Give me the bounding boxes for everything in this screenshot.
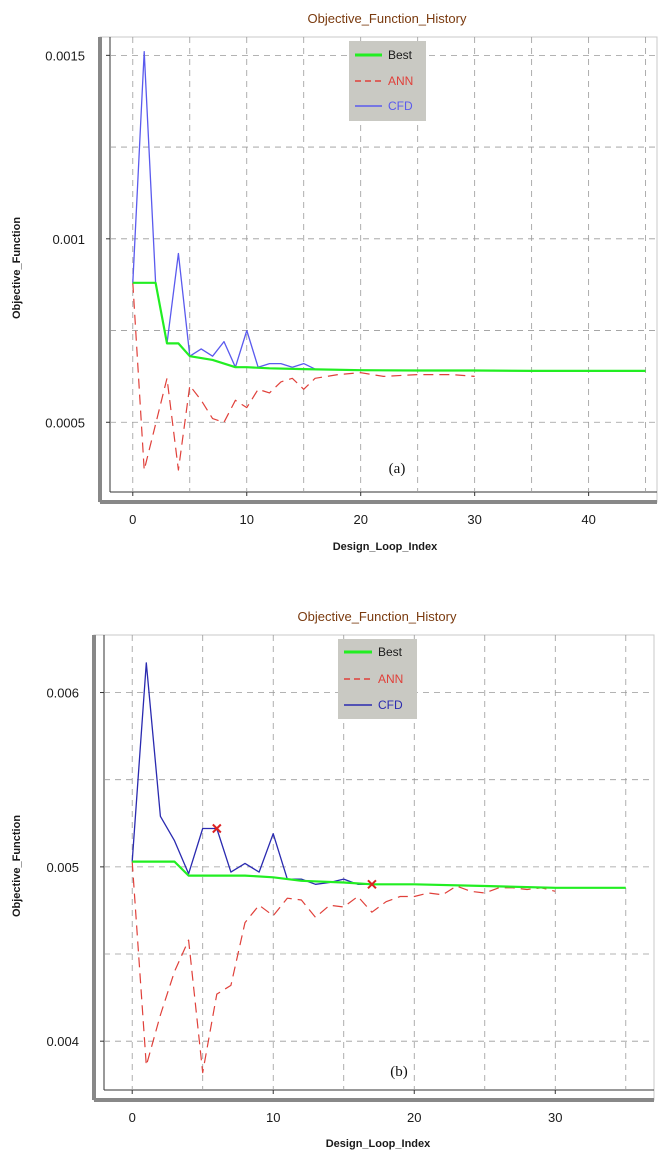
x-tick-label: 40	[581, 512, 595, 527]
legend-label-ann: ANN	[378, 672, 403, 686]
legend-label-best: Best	[378, 645, 403, 659]
marker-x	[212, 823, 222, 834]
chart-b: Objective_Function_History 0.0040.0050.0…	[11, 609, 655, 1150]
chart-a-legend: Best ANN CFD	[349, 41, 426, 121]
chart-a: Objective_Function_History 0.00050.0010.…	[11, 11, 658, 553]
chart-b-legend: Best ANN CFD	[338, 639, 417, 719]
chart-b-grid	[104, 635, 654, 1090]
x-tick-label: 20	[353, 512, 367, 527]
chart-b-xlabel: Design_Loop_Index	[326, 1138, 431, 1150]
y-tick-label: 0.0015	[45, 48, 85, 63]
chart-b-panel-label: (b)	[390, 1064, 408, 1080]
x-tick-label: 0	[129, 512, 136, 527]
chart-b-ylabel: Objective_Function	[11, 815, 23, 917]
marker-x	[367, 879, 377, 889]
series-line-best	[132, 281, 646, 372]
chart-a-grid	[110, 37, 657, 492]
chart-b-x-axis: 0 10 20 30	[129, 1090, 563, 1125]
legend-label-best: Best	[388, 48, 413, 62]
y-tick-label: 0.006	[46, 686, 79, 701]
x-tick-label: 30	[548, 1110, 562, 1125]
chart-a-xlabel: Design_Loop_Index	[333, 541, 438, 553]
series-line-best	[132, 860, 626, 889]
y-tick-label: 0.004	[46, 1034, 79, 1049]
x-tick-label: 10	[266, 1110, 280, 1125]
legend-label-cfd: CFD	[388, 99, 413, 113]
y-tick-label: 0.0005	[45, 415, 85, 430]
y-tick-label: 0.005	[46, 860, 79, 875]
chart-a-x-axis: 0 10 20 30 40	[129, 492, 596, 527]
chart-a-y-axis: 0.0005 0.001 0.0015	[45, 48, 110, 430]
chart-a-ylabel: Objective_Function	[11, 217, 23, 319]
series-line-ann	[132, 282, 475, 471]
x-tick-label: 10	[240, 512, 254, 527]
x-tick-label: 0	[129, 1110, 136, 1125]
legend-label-ann: ANN	[388, 74, 413, 88]
chart-b-y-axis: 0.004 0.005 0.006	[46, 686, 104, 1049]
chart-a-series	[132, 51, 646, 471]
chart-a-title: Objective_Function_History	[308, 11, 467, 26]
y-tick-label: 0.001	[52, 232, 85, 247]
x-tick-label: 30	[467, 512, 481, 527]
chart-b-series	[131, 662, 626, 1074]
chart-b-title: Objective_Function_History	[298, 609, 457, 624]
series-line-ann	[131, 861, 556, 1074]
x-tick-label: 20	[407, 1110, 421, 1125]
legend-label-cfd: CFD	[378, 698, 403, 712]
chart-a-panel-label: (a)	[389, 461, 406, 477]
chart-b-markers	[212, 823, 377, 889]
